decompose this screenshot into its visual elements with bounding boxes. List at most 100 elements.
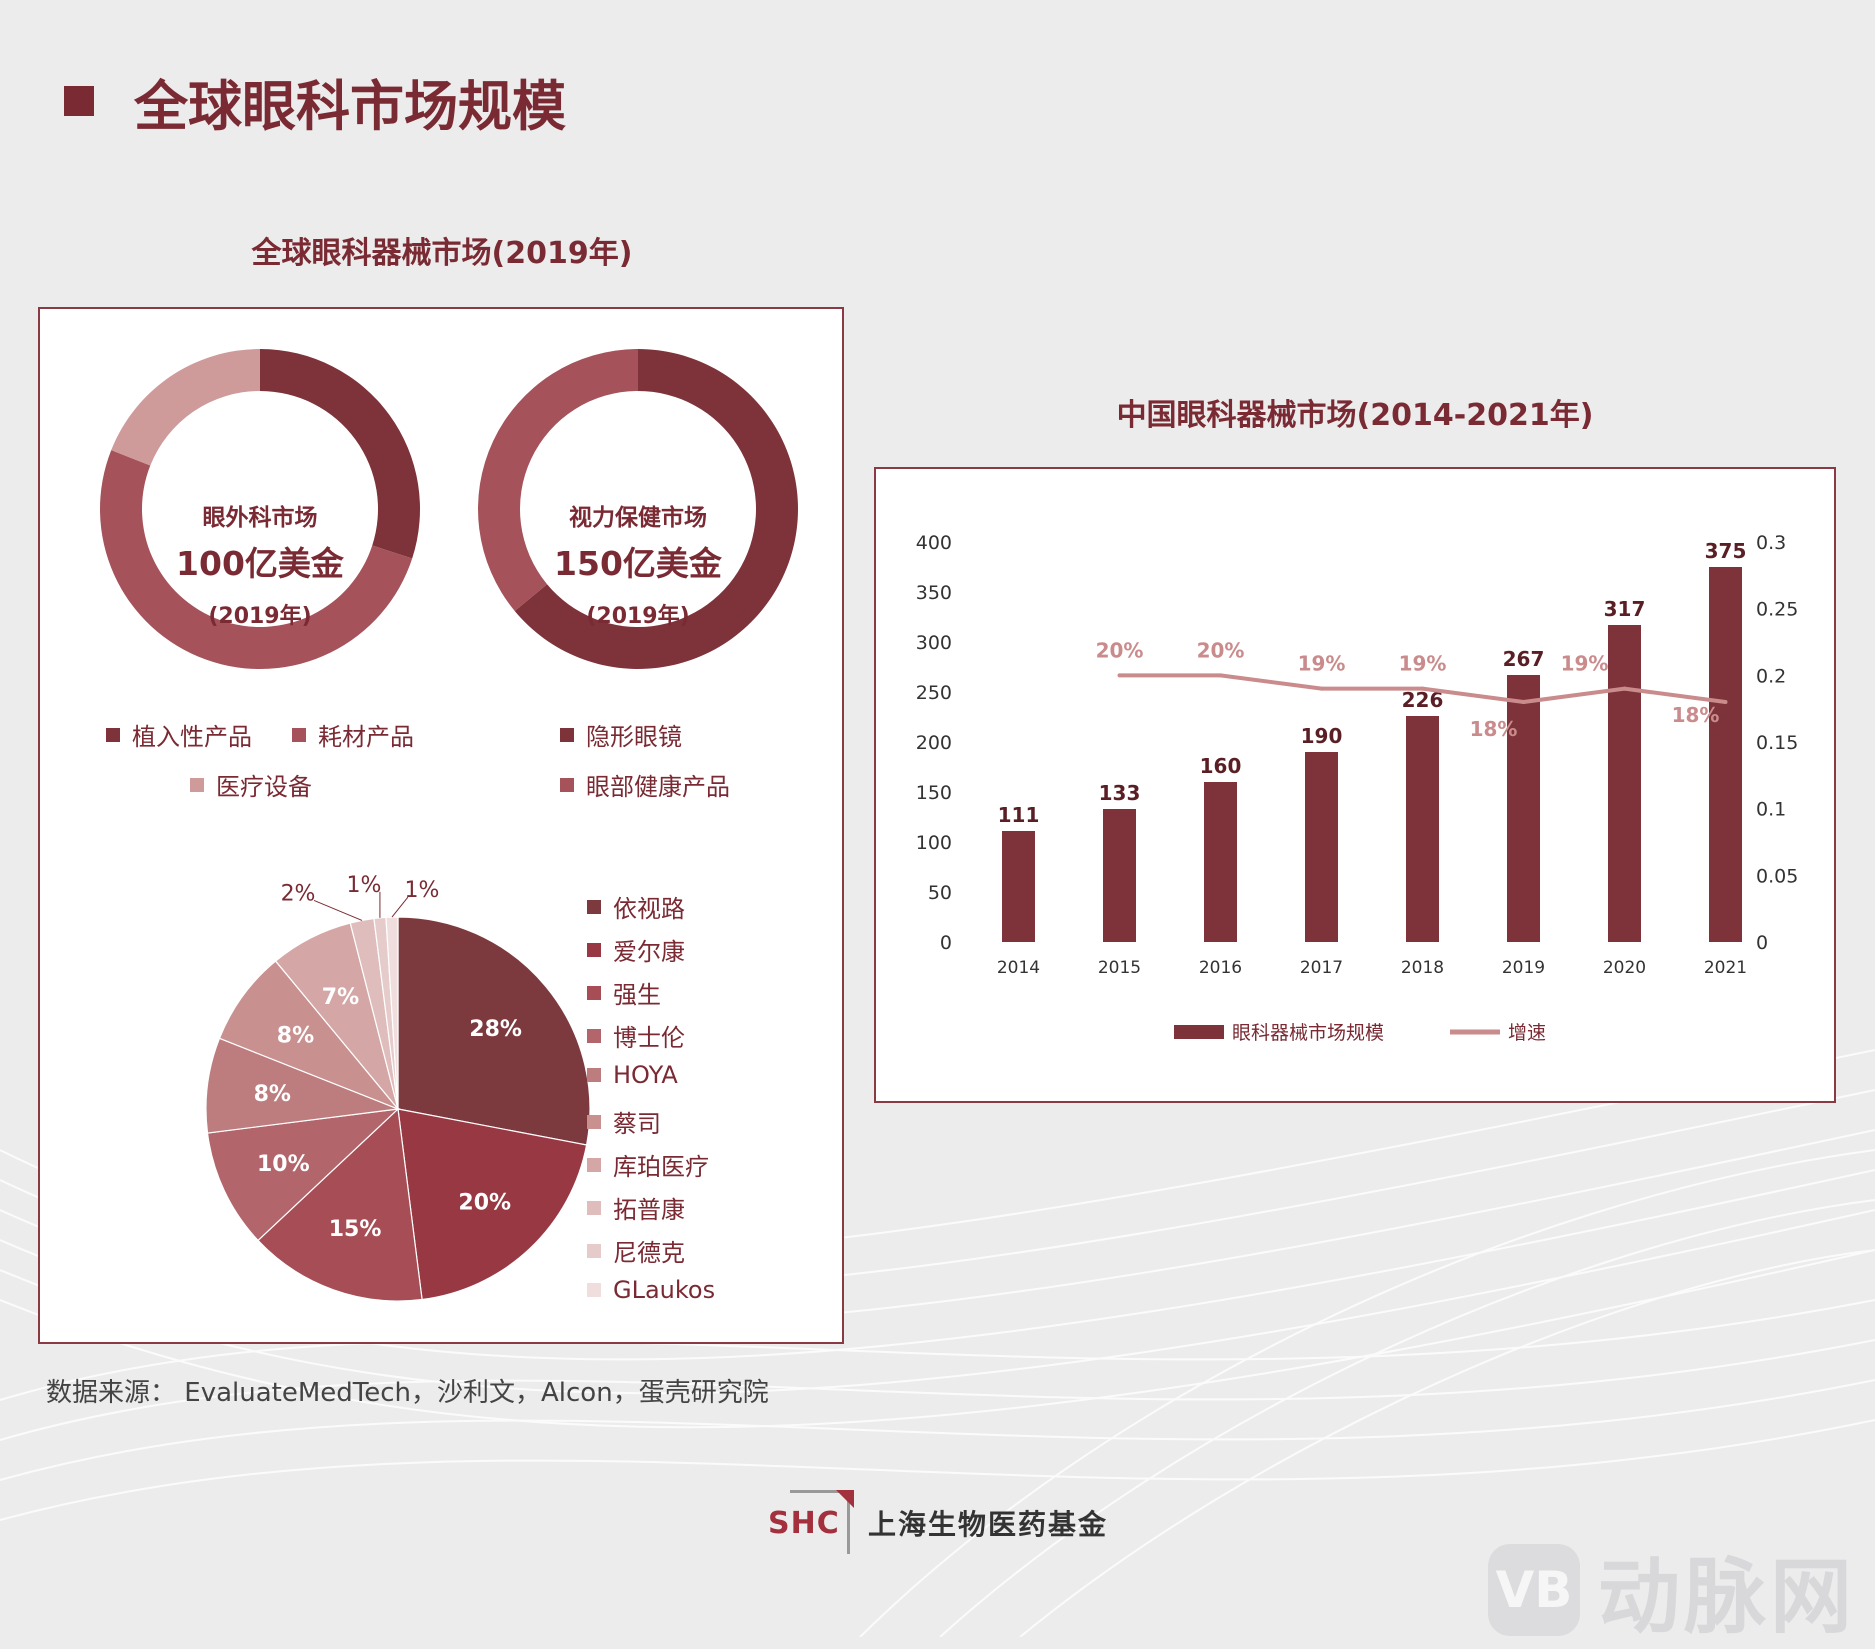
bar-label-2016: 160 (1200, 754, 1242, 778)
legend-company-1: 爱尔康 (587, 932, 685, 967)
pie-leader-line (391, 896, 409, 918)
pie-label-9: 1% (405, 878, 440, 903)
legend-eye-health: 眼部健康产品 (560, 767, 730, 802)
bar-label-2019: 267 (1503, 647, 1545, 671)
y2-tick-3: 0.15 (1756, 732, 1798, 754)
china-market-bar-chart: 0 50 100 150 200 250 300 350 400 0 0.05 0.1 0.15 0.2… (916, 532, 1799, 1044)
x-tick-2018: 2018 (1401, 958, 1444, 978)
growth-label-2017: 19% (1298, 652, 1346, 676)
ophthalmic-surgery-donut: 眼外科市场 100亿美金 (2019年) (99, 349, 420, 670)
legend-bar-swatch (1174, 1025, 1224, 1039)
donut-slice-2 (111, 349, 260, 466)
legend-label: 眼部健康产品 (586, 773, 730, 801)
pie-slice-4 (205, 1037, 399, 1134)
y-tick-2: 100 (916, 832, 952, 854)
growth-point-2016 (1218, 673, 1223, 678)
legend-swatch (587, 1157, 601, 1172)
pie-label-0: 28% (469, 1017, 522, 1042)
bar-label-2021: 375 (1705, 539, 1747, 563)
x-tick-2020: 2020 (1603, 958, 1646, 978)
vision-care-donut: 视力保健市场 150亿美金 (2019年) (478, 349, 799, 669)
legend-label: GLaukos (613, 1276, 716, 1304)
company-share-pie: 28% 20% 15% 10% 8% 8% 7% 2% 1% 1% (205, 873, 591, 1302)
bar-2021 (1709, 567, 1742, 942)
legend-swatch (587, 899, 601, 914)
growth-label-2016: 20% (1197, 638, 1245, 662)
pie-slice-5 (218, 960, 399, 1110)
y2-tick-5: 0.25 (1756, 599, 1798, 621)
donut-center-label: 眼外科市场 (203, 504, 318, 531)
legend-label: 耗材产品 (318, 723, 414, 751)
x-tick-2019: 2019 (1502, 958, 1545, 978)
legend-label: 蔡司 (613, 1110, 661, 1138)
legend-swatch (587, 1028, 601, 1043)
legend-label: 植入性产品 (132, 723, 252, 751)
legend-company-4: HOYA (587, 1061, 678, 1089)
x-tick-2017: 2017 (1300, 958, 1343, 978)
legend-line-label: 增速 (1508, 1022, 1546, 1044)
donut-slice-1 (99, 450, 413, 670)
bar-label-2015: 133 (1099, 781, 1141, 805)
growth-label-2019: 18% (1470, 717, 1518, 741)
pie-slice-1 (397, 1108, 588, 1301)
bar-2014 (1002, 831, 1035, 942)
x-tick-2021: 2021 (1704, 958, 1747, 978)
china-market-panel: 0 50 100 150 200 250 300 350 400 0 0.05 0.1 0.15 0.2… (874, 467, 1836, 1103)
y-tick-6: 300 (916, 632, 952, 654)
legend-label: 拓普康 (613, 1196, 685, 1224)
bar-2018 (1406, 716, 1439, 942)
legend-label: 库珀医疗 (613, 1153, 709, 1181)
legend-company-3: 博士伦 (587, 1018, 685, 1053)
legend-label: 医疗设备 (216, 773, 312, 801)
bar-label-2020: 317 (1604, 597, 1646, 621)
growth-label-2018: 19% (1399, 652, 1447, 676)
pie-label-2: 15% (329, 1217, 382, 1242)
legend-swatch (560, 727, 574, 742)
pie-label-5: 8% (277, 1024, 314, 1049)
x-tick-2016: 2016 (1199, 958, 1242, 978)
legend-company-6: 库珀医疗 (587, 1147, 709, 1182)
legend-swatch (587, 1243, 601, 1258)
pie-label-8: 1% (346, 873, 381, 898)
shc-logo-name: 上海生物医药基金 (868, 1508, 1109, 1541)
shc-logo-icon: SHC (768, 1490, 854, 1556)
legend-implant: 植入性产品 (106, 717, 252, 752)
legend-company-5: 蔡司 (587, 1104, 661, 1139)
legend-bar-label: 眼科器械市场规模 (1232, 1022, 1384, 1044)
legend-label: HOYA (613, 1061, 678, 1089)
left-section-title: 全球眼科器械市场(2019年) (251, 236, 633, 271)
bar-2019 (1507, 675, 1540, 942)
page-title-text: 全球眼科市场规模 (134, 74, 566, 138)
growth-point-2015 (1117, 673, 1122, 678)
legend-swatch (106, 727, 120, 742)
y2-tick-4: 0.2 (1756, 665, 1786, 687)
legend-label: 尼德克 (613, 1239, 685, 1267)
legend-company-8: 尼德克 (587, 1233, 685, 1268)
growth-point-2020 (1622, 686, 1627, 691)
legend-swatch (587, 985, 601, 1000)
y-tick-3: 150 (916, 782, 952, 804)
title-bullet-icon (64, 86, 94, 116)
pie-leader-line (313, 899, 363, 921)
watermark: VB 动脉网 (1488, 1530, 1856, 1649)
legend-label: 爱尔康 (613, 938, 685, 966)
y-tick-7: 350 (916, 582, 952, 604)
growth-point-2019 (1521, 700, 1526, 704)
x-tick-2015: 2015 (1098, 958, 1141, 978)
legend-swatch (587, 942, 601, 957)
bar-2020 (1608, 625, 1641, 942)
pie-label-3: 10% (257, 1152, 310, 1177)
legend-swatch (292, 727, 306, 742)
bar-2015 (1103, 809, 1136, 942)
y-tick-0: 0 (940, 932, 952, 954)
page-title: 全球眼科市场规模 (64, 66, 566, 138)
growth-label-2021: 18% (1672, 703, 1720, 727)
pie-label-1: 20% (458, 1190, 511, 1215)
pie-label-4: 8% (254, 1082, 291, 1107)
y2-tick-1: 0.05 (1756, 865, 1798, 887)
bar-label-2017: 190 (1301, 724, 1343, 748)
growth-label-2015: 20% (1096, 638, 1144, 662)
legend-contact-lens: 隐形眼镜 (560, 717, 682, 752)
x-tick-2014: 2014 (997, 958, 1040, 978)
right-section-title: 中国眼科器械市场(2014-2021年) (1116, 398, 1594, 433)
